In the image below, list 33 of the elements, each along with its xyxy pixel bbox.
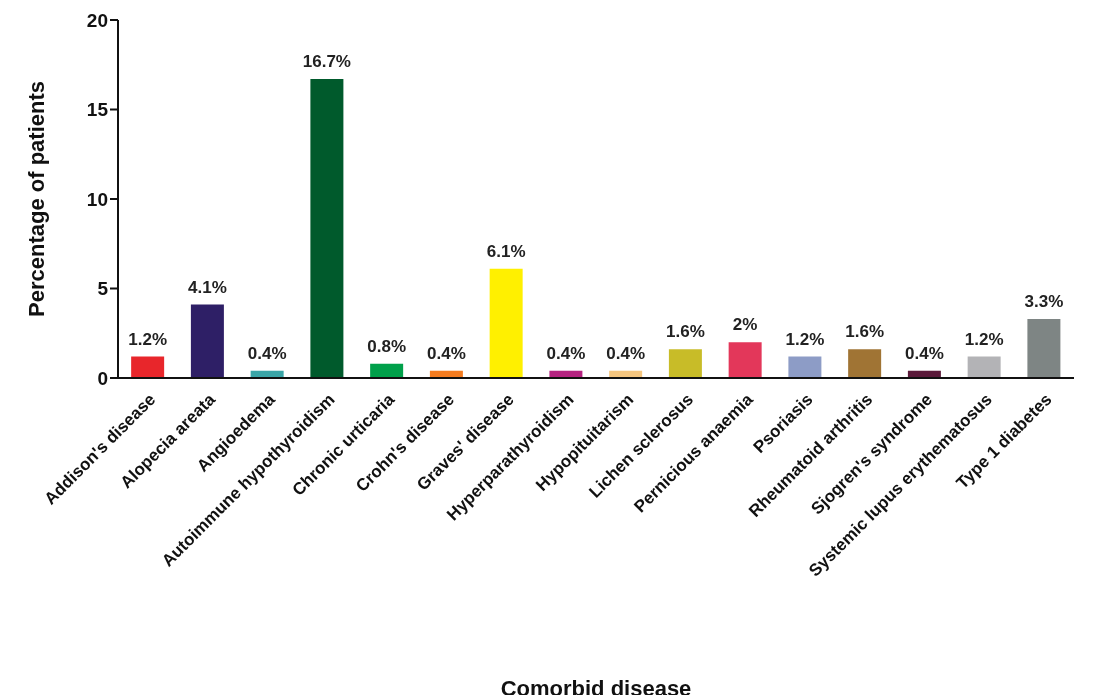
bar — [728, 342, 762, 378]
bar — [668, 349, 702, 378]
bar — [131, 356, 165, 378]
data-label: 2% — [732, 315, 758, 335]
y-axis-title: Percentage of patients — [23, 81, 49, 317]
data-label: 0.4% — [427, 343, 466, 363]
bar — [788, 356, 822, 378]
bar — [1027, 318, 1061, 378]
y-tick-label: 10 — [86, 188, 108, 210]
data-label: 16.7% — [302, 52, 351, 72]
y-tick-label: 0 — [97, 367, 108, 389]
data-label: 1.6% — [845, 322, 885, 342]
data-label: 0.4% — [606, 343, 646, 363]
data-label: 3.3% — [1024, 291, 1064, 311]
bar — [310, 79, 344, 378]
bar — [190, 304, 224, 378]
bar — [848, 349, 882, 378]
data-label: 1.6% — [666, 322, 705, 342]
data-label: 0.8% — [367, 336, 407, 356]
y-tick-label: 15 — [86, 99, 109, 121]
data-label: 1.2% — [128, 329, 168, 349]
bar — [489, 268, 523, 378]
data-label: 0.4% — [247, 343, 287, 363]
y-tick-label: 20 — [86, 9, 108, 31]
data-label: 1.2% — [785, 329, 825, 349]
data-label: 4.1% — [188, 277, 227, 297]
data-label: 6.1% — [486, 241, 526, 261]
data-label: 0.4% — [905, 343, 944, 363]
data-label: 0.4% — [546, 343, 586, 363]
bar — [967, 356, 1001, 378]
y-tick-label: 5 — [97, 278, 109, 300]
data-label: 1.2% — [964, 329, 1004, 349]
bar — [370, 363, 404, 378]
